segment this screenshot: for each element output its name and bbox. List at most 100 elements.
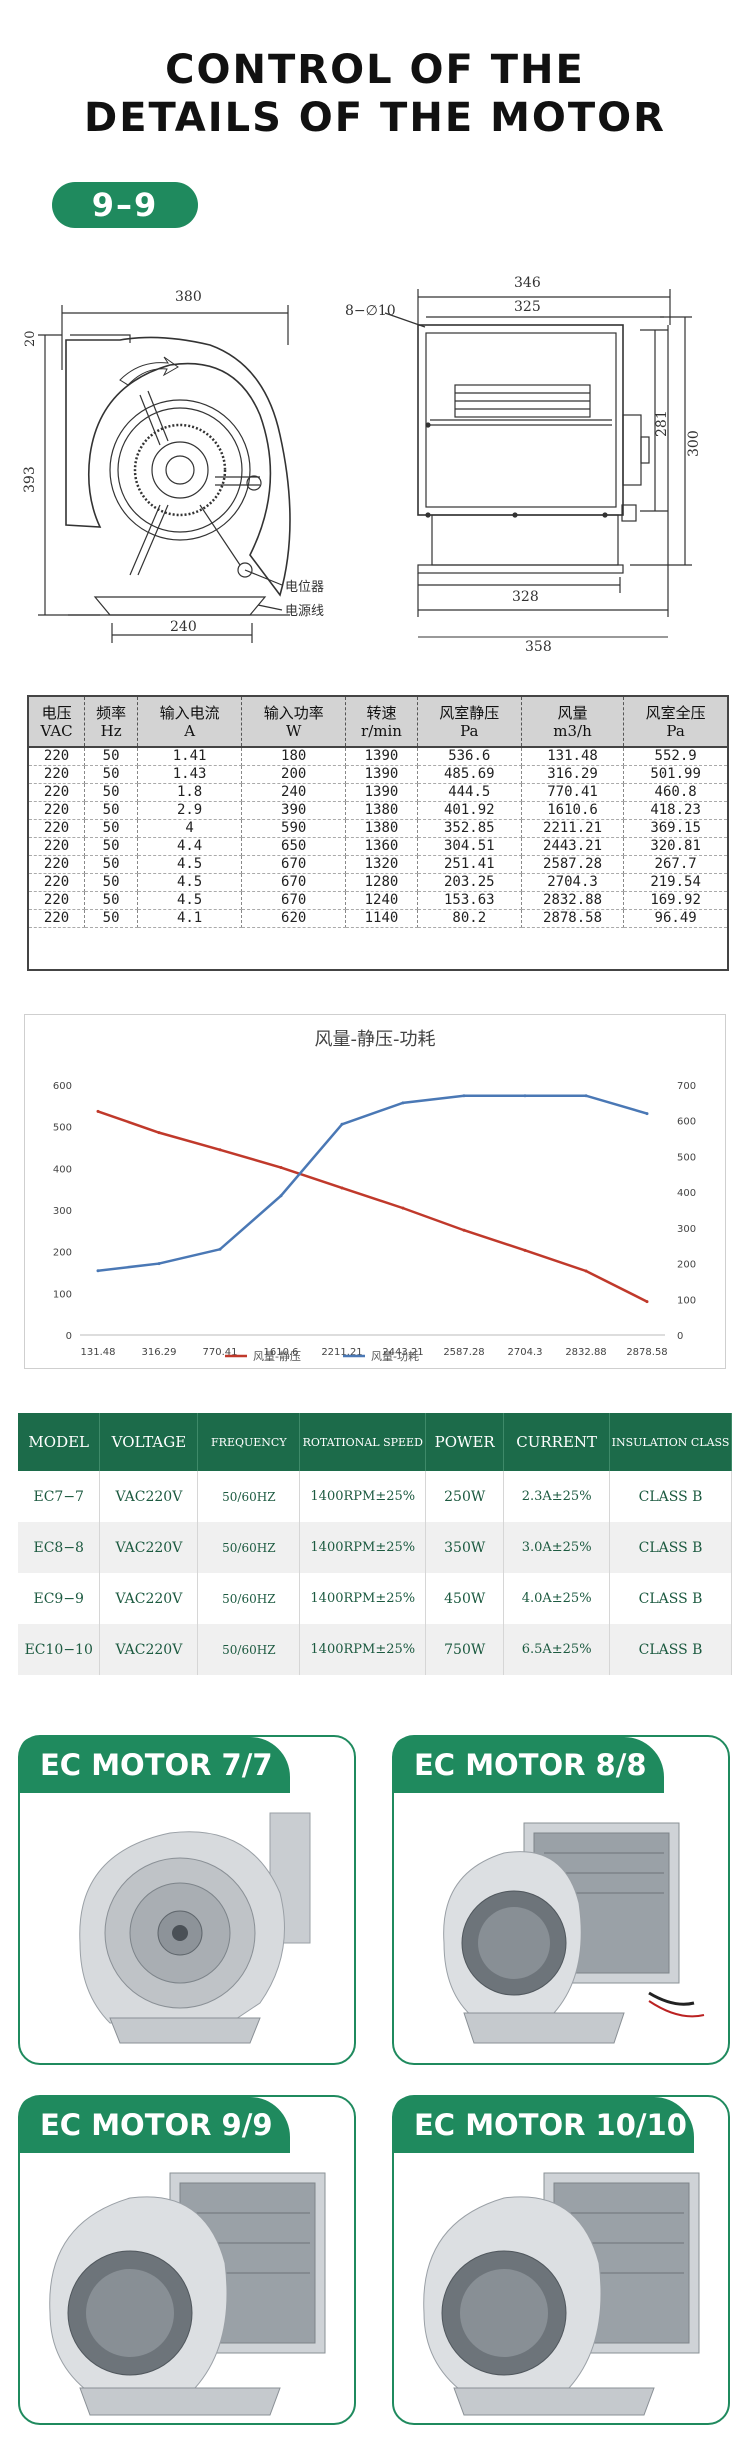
spec-row: 220 50 4.5 670 1280 203.25 2704.3 219.54	[29, 873, 727, 892]
model-cell: CLASS B	[609, 1624, 732, 1675]
x-tick-label: 2443.21	[382, 1347, 423, 1358]
y-right-tick-label: 200	[677, 1260, 696, 1271]
model-cell: CLASS B	[609, 1522, 732, 1573]
product-card-ec8[interactable]: EC MOTOR 8/8	[392, 1735, 730, 2065]
spec-cell: 304.51	[417, 837, 522, 856]
dim-right-top-inner: 325	[514, 299, 541, 315]
series-point	[96, 1269, 100, 1273]
series-point	[279, 1194, 283, 1198]
hole-note: 8−∅10	[345, 303, 396, 319]
y-left-tick-label: 200	[53, 1248, 72, 1259]
label-power-cable: 电源线	[285, 604, 324, 619]
dim-left-bottom: 240	[170, 619, 197, 635]
product-card-ec7[interactable]: EC MOTOR 7/7	[18, 1735, 356, 2065]
series-point	[401, 1101, 405, 1105]
spec-cell: 4.5	[137, 873, 243, 892]
dim-right-bottom-outer: 358	[525, 639, 552, 655]
model-row: EC7−7 VAC220V 50/60HZ 1400RPM±25% 250W 2.3A±2…	[18, 1471, 732, 1522]
legend-label: 风量-静压	[253, 1349, 301, 1363]
y-left-tick-label: 0	[66, 1331, 72, 1342]
y-right-tick-label: 400	[677, 1188, 696, 1199]
series-point	[645, 1112, 649, 1116]
dim-right-top-outer: 346	[514, 275, 541, 291]
spec-header-name: 输入电流	[159, 703, 220, 722]
spec-cell: 50	[84, 819, 139, 838]
model-cell: 350W	[425, 1522, 505, 1573]
spec-cell: 50	[84, 873, 139, 892]
spec-cell: 1380	[345, 801, 418, 820]
series-point	[340, 1122, 344, 1126]
spec-header-name: 风量	[557, 703, 588, 722]
spec-cell: 320.81	[623, 837, 727, 856]
dim-left-top: 20	[23, 330, 38, 347]
x-tick-label: 770.41	[203, 1347, 238, 1358]
dim-right-height-inner: 281	[654, 410, 670, 437]
model-cell: VAC220V	[99, 1624, 199, 1675]
spec-cell: 153.63	[417, 891, 522, 910]
spec-header-cell: 风室全压 Pa	[623, 697, 727, 748]
page-title-line2: DETAILS OF THE MOTOR	[84, 95, 666, 141]
series-point	[279, 1166, 283, 1170]
spec-header-cell: 电压 VAC	[29, 697, 86, 748]
spec-cell: 2704.3	[521, 873, 625, 892]
model-header-cell: VOLTAGE	[99, 1413, 199, 1471]
spec-header-cell: 风室静压 Pa	[417, 697, 522, 748]
spec-header-name: 风室全压	[645, 703, 706, 722]
product-image-ec8	[443, 1822, 705, 2044]
spec-cell: 220	[29, 855, 86, 874]
product-image-ec9	[49, 2172, 326, 2416]
spec-cell: 50	[84, 747, 139, 766]
chart-title: 风量-静压-功耗	[315, 1029, 436, 1050]
spec-cell: 670	[241, 873, 347, 892]
spec-cell: 220	[29, 765, 86, 784]
spec-header-unit: r/min	[361, 721, 402, 740]
spec-cell: 390	[241, 801, 347, 820]
x-tick-label: 2878.58	[626, 1347, 667, 1358]
series-point	[523, 1248, 527, 1252]
model-row: EC9−9 VAC220V 50/60HZ 1400RPM±25% 450W 4.0A±2…	[18, 1573, 732, 1624]
spec-header-unit: W	[285, 721, 302, 740]
model-cell: 50/60HZ	[197, 1471, 301, 1522]
model-cell: CLASS B	[609, 1573, 732, 1624]
spec-header-name: 转速	[366, 703, 397, 722]
model-cell: CLASS B	[609, 1471, 732, 1522]
spec-cell: 1380	[345, 819, 418, 838]
spec-cell: 1280	[345, 873, 418, 892]
spec-row: 220 50 1.8 240 1390 444.5 770.41 460.8	[29, 783, 727, 802]
product-label-ec9: EC MOTOR 9/9	[20, 2097, 290, 2153]
spec-cell: 401.92	[417, 801, 522, 820]
spec-cell: 485.69	[417, 765, 522, 784]
model-cell: 1400RPM±25%	[299, 1522, 427, 1573]
spec-cell: 220	[29, 819, 86, 838]
series-point	[340, 1186, 344, 1190]
spec-cell: 50	[84, 891, 139, 910]
dim-left-height: 393	[22, 466, 38, 493]
spec-cell: 220	[29, 909, 86, 928]
product-card-ec10[interactable]: EC MOTOR 10/10	[392, 2095, 730, 2425]
spec-header-name: 电压	[41, 703, 72, 722]
model-badge: 9–9	[52, 182, 198, 228]
model-cell: EC8−8	[18, 1522, 101, 1573]
spec-cell: 352.85	[417, 819, 522, 838]
series-point	[401, 1206, 405, 1210]
chart-svg: 风量-静压-功耗 0 100 200 300 400 500 600 0 100 200 300 40…	[53, 1029, 696, 1363]
spec-cell: 4.1	[137, 909, 243, 928]
spec-cell: 444.5	[417, 783, 522, 802]
spec-cell: 620	[241, 909, 347, 928]
model-cell: 2.3A±25%	[503, 1471, 611, 1522]
spec-cell: 1140	[345, 909, 418, 928]
x-tick-label: 2704.3	[508, 1347, 543, 1358]
model-cell: VAC220V	[99, 1573, 199, 1624]
x-tick-label: 2587.28	[443, 1347, 484, 1358]
spec-row: 220 50 4 590 1380 352.85 2211.21 369.15	[29, 819, 727, 838]
spec-cell: 80.2	[417, 909, 522, 928]
spec-header-cell: 风量 m3/h	[521, 697, 625, 748]
series-point	[523, 1094, 527, 1098]
model-cell: 50/60HZ	[197, 1573, 301, 1624]
product-card-ec9[interactable]: EC MOTOR 9/9	[18, 2095, 356, 2425]
spec-cell: 240	[241, 783, 347, 802]
spec-row: 220 50 1.41 180 1390 536.6 131.48 552.9	[29, 747, 727, 766]
chart-marks: 0 100 200 300 400 500 600 0 100 200 300 400 500 600 70…	[53, 1081, 696, 1363]
model-header-cell: POWER	[425, 1413, 505, 1471]
model-table: MODEL VOLTAGE FREQUENCY ROTATIONAL SPEED POW…	[18, 1413, 732, 1675]
